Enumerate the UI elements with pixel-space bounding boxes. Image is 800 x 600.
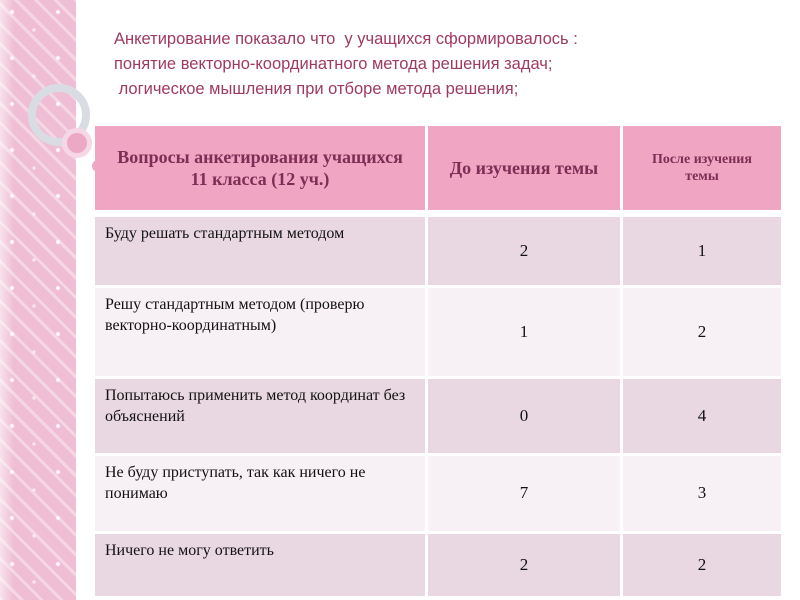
left-edge-highlight: [0, 0, 14, 600]
after-value: 2: [623, 288, 781, 376]
title-line-2: понятие векторно-координатного метода ре…: [114, 55, 553, 73]
table-header-row: Вопросы анкетирования учащихся 11 класса…: [95, 126, 781, 210]
table-body: Буду решать стандартным методом 2 1 Решу…: [95, 217, 781, 596]
question-cell: Решу стандартным методом (проверю вектор…: [95, 288, 425, 376]
after-value: 1: [623, 217, 781, 285]
after-value: 4: [623, 379, 781, 453]
before-value: 0: [428, 379, 620, 453]
survey-table: Вопросы анкетирования учащихся 11 класса…: [95, 126, 781, 596]
slide-title: Анкетирование показало что у учащихся сф…: [114, 27, 786, 102]
question-cell: Попытаюсь применить метод координат без …: [95, 379, 425, 453]
before-value: 2: [428, 534, 620, 596]
before-value: 7: [428, 456, 620, 531]
before-value: 2: [428, 217, 620, 285]
table-header-before: До изучения темы: [428, 126, 620, 210]
question-cell: Не буду приступать, так как ничего не по…: [95, 456, 425, 531]
title-line-3: логическое мышления при отборе метода ре…: [114, 80, 519, 98]
before-value: 1: [428, 288, 620, 376]
decorative-pink-circle: [62, 128, 92, 158]
question-cell: Буду решать стандартным методом: [95, 217, 425, 285]
after-value: 2: [623, 534, 781, 596]
title-line-1: Анкетирование показало что у учащихся сф…: [114, 30, 578, 48]
after-value: 3: [623, 456, 781, 531]
question-cell: Ничего не могу ответить: [95, 534, 425, 596]
table-header-after: После изучения темы: [623, 126, 781, 210]
decorative-ring-circle: [28, 84, 90, 146]
table-header-questions: Вопросы анкетирования учащихся 11 класса…: [95, 126, 425, 210]
